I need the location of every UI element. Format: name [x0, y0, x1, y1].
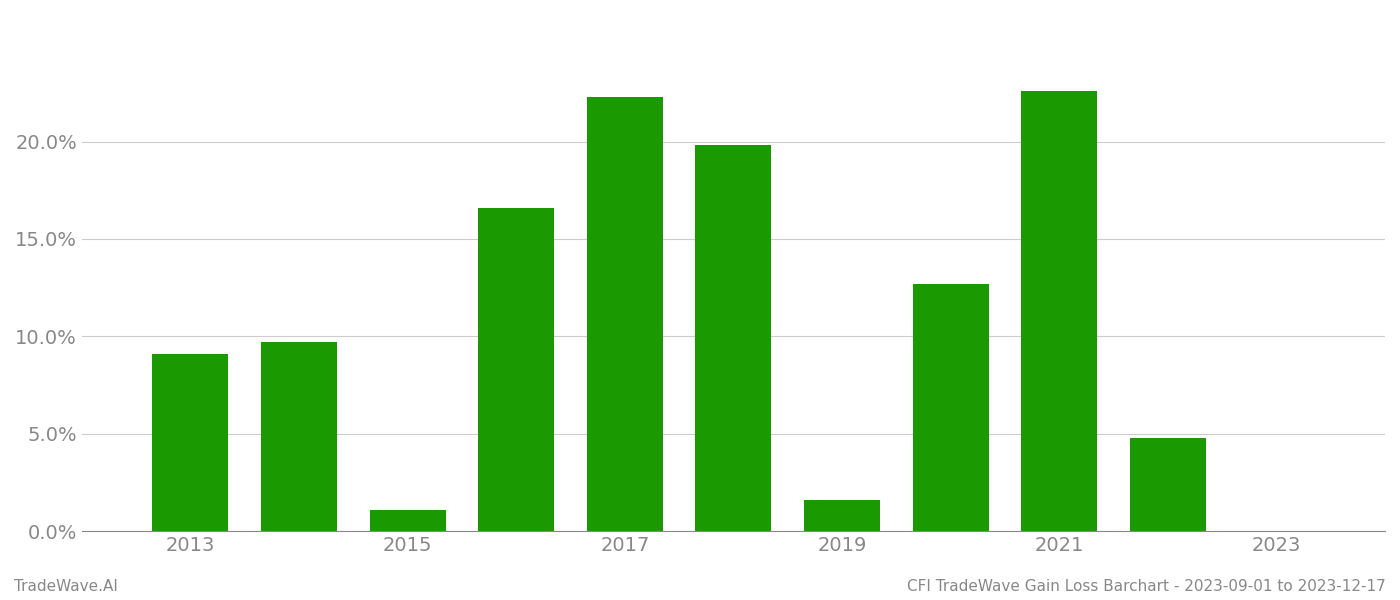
Bar — [153, 354, 228, 531]
Bar — [260, 342, 337, 531]
Bar — [696, 145, 771, 531]
Bar — [1021, 91, 1098, 531]
Text: CFI TradeWave Gain Loss Barchart - 2023-09-01 to 2023-12-17: CFI TradeWave Gain Loss Barchart - 2023-… — [907, 579, 1386, 594]
Bar — [370, 510, 445, 531]
Bar — [479, 208, 554, 531]
Bar — [913, 284, 988, 531]
Bar — [1130, 437, 1205, 531]
Bar — [804, 500, 881, 531]
Text: TradeWave.AI: TradeWave.AI — [14, 579, 118, 594]
Bar — [587, 97, 662, 531]
